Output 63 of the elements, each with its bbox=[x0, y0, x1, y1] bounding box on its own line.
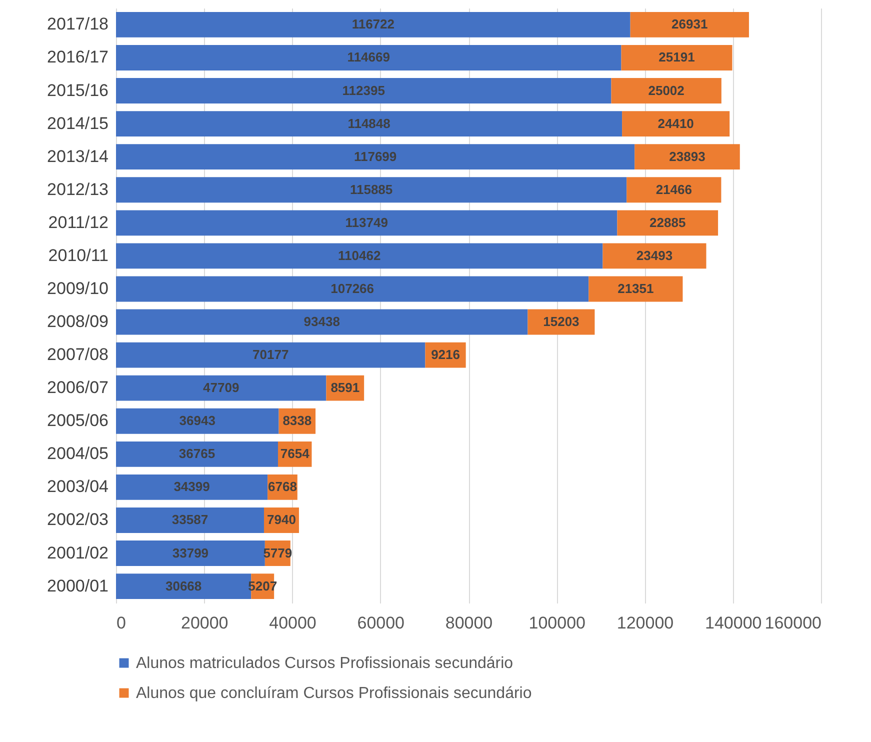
data-label: 7654 bbox=[280, 446, 310, 462]
data-label: 33587 bbox=[172, 512, 208, 528]
data-label: 34399 bbox=[174, 479, 210, 494]
x-tick-label: 140000 bbox=[705, 614, 762, 632]
data-label: 25002 bbox=[648, 82, 684, 98]
y-tick-label: 2005/06 bbox=[47, 411, 108, 430]
data-label: 93438 bbox=[304, 314, 340, 330]
data-label: 114848 bbox=[348, 116, 390, 131]
x-tick-label: 20000 bbox=[180, 614, 228, 632]
x-tick-label: 60000 bbox=[357, 614, 405, 632]
data-label: 15203 bbox=[543, 314, 580, 330]
x-tick-label: 80000 bbox=[445, 614, 493, 632]
data-label: 47709 bbox=[203, 380, 240, 396]
y-tick-label: 2010/11 bbox=[48, 246, 108, 265]
data-label: 30668 bbox=[165, 578, 202, 594]
x-tick-label: 0 bbox=[116, 614, 126, 632]
y-tick-label: 2013/14 bbox=[47, 146, 108, 166]
y-tick-label: 2009/10 bbox=[47, 278, 108, 298]
y-tick-label: 2011/12 bbox=[48, 212, 108, 232]
data-label: 112395 bbox=[342, 82, 385, 98]
data-label: 116722 bbox=[352, 16, 394, 32]
data-label: 7940 bbox=[267, 512, 296, 528]
x-tick-label: 160000 bbox=[764, 614, 822, 632]
data-label: 115885 bbox=[350, 182, 393, 197]
data-label: 25191 bbox=[658, 50, 695, 65]
data-label: 36765 bbox=[178, 446, 216, 462]
y-tick-label: 2002/03 bbox=[47, 510, 108, 530]
x-tick-label: 120000 bbox=[616, 614, 674, 632]
data-label: 23493 bbox=[636, 248, 673, 263]
y-tick-label: 2017/18 bbox=[47, 14, 108, 34]
y-tick-label: 2000/01 bbox=[47, 576, 108, 596]
data-label: 33799 bbox=[172, 545, 209, 560]
data-label: 9216 bbox=[431, 347, 460, 362]
data-label: 107266 bbox=[330, 280, 374, 296]
data-label: 23893 bbox=[669, 148, 706, 164]
data-label: 110462 bbox=[338, 248, 381, 263]
data-label: 8591 bbox=[330, 380, 360, 396]
y-tick-label: 2015/16 bbox=[47, 80, 108, 100]
legend-label: Alunos matriculados Cursos Profissionais secundário bbox=[136, 655, 514, 672]
x-tick-label: 100000 bbox=[528, 614, 586, 632]
data-label: 21351 bbox=[618, 280, 654, 296]
y-tick-label: 2008/09 bbox=[47, 312, 108, 332]
legend-label: Alunos que concluíram Cursos Profissionais secundário bbox=[136, 685, 532, 702]
y-tick-label: 2007/08 bbox=[47, 345, 108, 364]
data-label: 114669 bbox=[347, 50, 390, 65]
x-tick-label: 40000 bbox=[269, 614, 316, 632]
data-label: 117699 bbox=[354, 148, 397, 164]
data-label: 113749 bbox=[345, 214, 388, 230]
data-label: 6768 bbox=[268, 479, 297, 494]
data-label: 24410 bbox=[658, 116, 694, 131]
y-tick-label: 2014/15 bbox=[47, 114, 108, 133]
y-tick-label: 2001/02 bbox=[47, 543, 108, 562]
data-label: 26931 bbox=[672, 16, 708, 32]
y-tick-label: 2006/07 bbox=[47, 378, 108, 398]
y-tick-label: 2003/04 bbox=[47, 477, 108, 496]
data-label: 70177 bbox=[252, 347, 289, 362]
y-tick-label: 2004/05 bbox=[47, 444, 108, 464]
data-label: 36943 bbox=[179, 413, 216, 428]
y-tick-label: 2016/17 bbox=[47, 48, 108, 67]
data-label: 22885 bbox=[650, 214, 686, 230]
data-label: 21466 bbox=[656, 182, 692, 197]
data-label: 8338 bbox=[282, 413, 312, 428]
y-tick-label: 2012/13 bbox=[47, 180, 108, 199]
